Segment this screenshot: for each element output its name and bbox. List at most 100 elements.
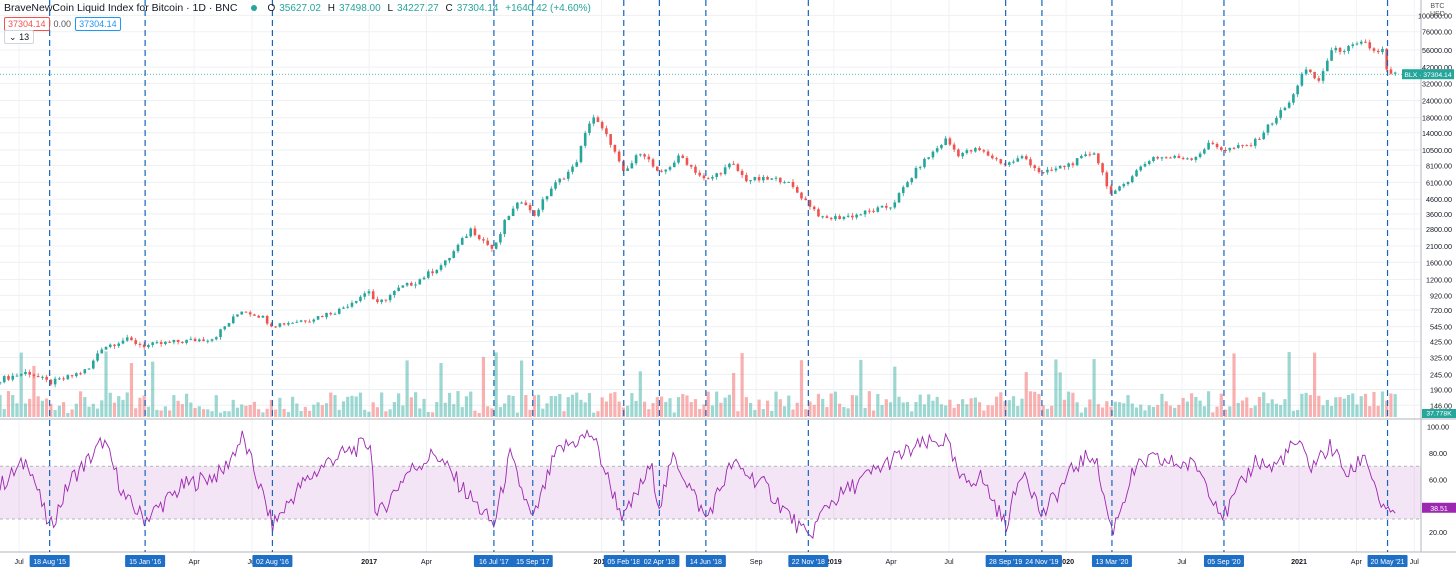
candle-body (511, 208, 515, 217)
candle-body (804, 198, 808, 201)
volume-bar (460, 407, 464, 417)
candle-body (991, 155, 994, 159)
candle-body (651, 159, 655, 167)
time-axis[interactable]: Jul Apr Jul 2017 Apr 2018 Sep 2019 Apr Jul 2020 Jul… (14, 557, 1419, 566)
open-label: O (267, 2, 276, 14)
volume-bar (418, 408, 422, 417)
candle-body (1109, 186, 1113, 194)
event-date-tag[interactable] (1203, 555, 1244, 567)
rsi-last-label: 38.51 (1430, 506, 1448, 513)
volume-bar (274, 409, 278, 417)
last-price-tag[interactable] (1402, 69, 1454, 80)
volume-bar (1113, 401, 1117, 417)
event-date-tag[interactable] (1021, 555, 1062, 567)
volume-bar (409, 397, 413, 417)
volume-bar (15, 403, 19, 417)
volume-bar (1016, 405, 1020, 417)
event-date-tag[interactable] (29, 555, 70, 567)
candle-body (346, 306, 350, 308)
volume-bar (498, 407, 502, 417)
chevron-down-icon: ⌄ (9, 32, 17, 42)
volume-bar (821, 398, 825, 417)
volume-bar (257, 409, 261, 417)
candle-body (817, 209, 820, 217)
candle-body (28, 371, 31, 375)
candle-body (808, 200, 812, 207)
volume-bar (524, 395, 528, 417)
volume-bar (1185, 401, 1189, 417)
candle-body (274, 326, 277, 328)
volume-bar (850, 395, 854, 417)
volume-bar (316, 402, 320, 417)
volume-bar (553, 396, 558, 417)
candle-body (452, 251, 456, 258)
volume-bar (1329, 405, 1334, 417)
volume-bar (765, 400, 770, 417)
symbol-title[interactable]: BraveNewCoin Liquid Index for Bitcoin · … (4, 2, 238, 14)
candle-body (210, 339, 214, 341)
volume-bar (490, 408, 494, 417)
volume-bar (748, 402, 753, 417)
event-date-tag[interactable] (639, 555, 680, 567)
volume-bar (57, 405, 61, 417)
volume-bar (214, 395, 218, 417)
candle-body (1355, 43, 1359, 45)
candle-body (482, 239, 485, 241)
volume-bar (172, 395, 176, 417)
volume-bar (78, 391, 83, 417)
event-date-tag[interactable] (603, 555, 644, 567)
volume-bar (1351, 393, 1355, 417)
volume-bar (685, 395, 689, 417)
candle-body (1143, 163, 1147, 167)
volume-bar (668, 398, 672, 417)
event-date-tag[interactable] (473, 555, 514, 567)
event-date-tag[interactable] (685, 555, 726, 567)
volume-bar (261, 412, 265, 417)
volume-bar (278, 397, 282, 417)
event-lines[interactable]: 18 Aug '15 15 Jan '16 02 Aug '16 16 Jul '17… (29, 0, 1408, 567)
candle-body (494, 242, 498, 249)
price-axis[interactable]: 100000.00 76000.00 56000.00 42000.00 32000.0… (1418, 11, 1452, 410)
price-tick-label: 545.00 (1430, 323, 1452, 332)
volume-bar (863, 407, 867, 417)
volume-bar (1058, 372, 1062, 417)
candle-body (1177, 155, 1181, 158)
volume-bar (931, 400, 935, 417)
volume-bar (795, 402, 799, 417)
candle-body (1139, 166, 1143, 171)
sell-button[interactable]: 37304.14 (4, 17, 50, 31)
volume-bar (1346, 394, 1351, 417)
event-date-tag[interactable] (788, 555, 829, 567)
candle-body (876, 207, 880, 212)
volume-bar (121, 399, 125, 417)
volume-bar (341, 401, 346, 417)
rsi-series (0, 428, 1396, 540)
indicators-toggle[interactable]: ⌄ 13 (4, 30, 35, 44)
price-tick-label: 24000.00 (1422, 97, 1452, 106)
event-date-tag[interactable] (1367, 555, 1408, 567)
volume-bar (1338, 397, 1342, 417)
event-date-tag[interactable] (512, 555, 553, 567)
event-date-tag[interactable] (985, 555, 1026, 567)
volume-bar (1105, 401, 1109, 417)
axis-unit-btc: BTC (1430, 3, 1445, 10)
event-date-label: 14 Jun '18 (690, 559, 722, 566)
candle-body (1220, 147, 1223, 150)
volume-bar (435, 402, 439, 417)
volume-bar (808, 401, 812, 417)
volume-bar (176, 400, 180, 417)
volume-bar (575, 392, 579, 417)
volume-bar (1126, 395, 1130, 417)
event-date-tag[interactable] (252, 555, 293, 567)
buy-button[interactable]: 37304.14 (75, 17, 121, 31)
volume-bar (1177, 404, 1181, 417)
volume-bar (201, 409, 206, 417)
volume-bar (87, 406, 91, 417)
candle-body (104, 346, 108, 350)
volume-bar (1050, 405, 1054, 417)
event-date-tag[interactable] (125, 555, 166, 567)
candle-body (656, 166, 659, 171)
event-date-tag[interactable] (1091, 555, 1132, 567)
